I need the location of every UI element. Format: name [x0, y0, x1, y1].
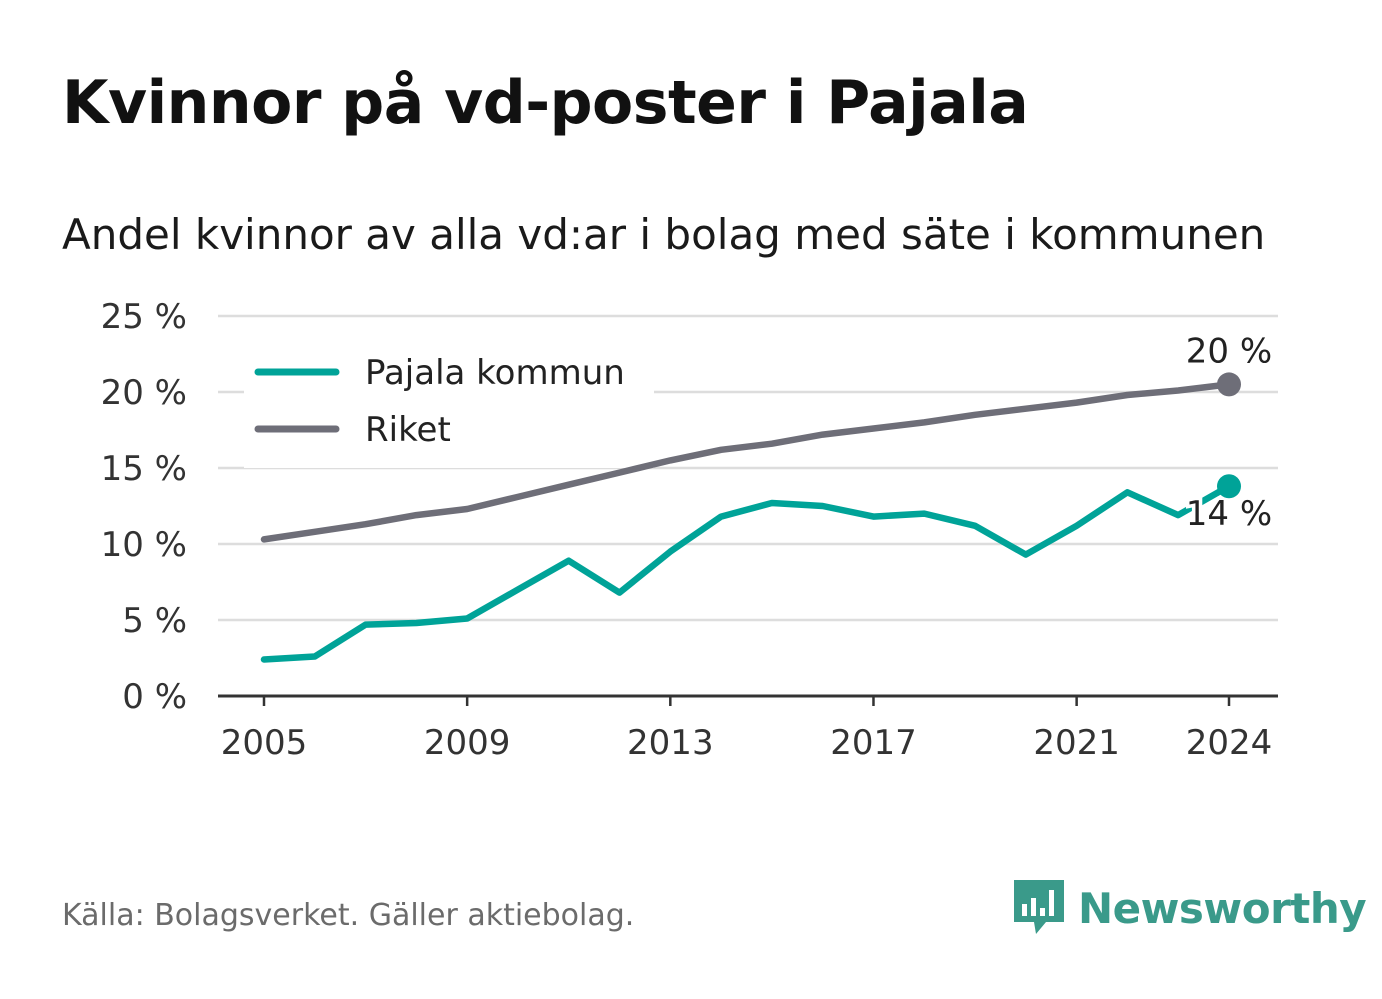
y-tick-label: 5 % — [122, 601, 187, 641]
pajala-end-label: 14 % — [1186, 494, 1272, 534]
x-tick-label: 2005 — [221, 723, 308, 763]
y-tick-label: 0 % — [122, 677, 187, 717]
legend-label-riket: Riket — [365, 410, 451, 450]
series-line-riket — [260, 381, 1233, 543]
riket-end-marker — [1217, 372, 1241, 397]
y-tick-label: 25 % — [101, 297, 187, 337]
x-tick-label: 2009 — [424, 723, 511, 763]
y-tick-label: 15 % — [101, 449, 187, 489]
x-tick-label: 2024 — [1186, 723, 1273, 763]
legend-label-pajala: Pajala kommun — [365, 353, 625, 393]
pajala-end-marker — [1217, 474, 1241, 499]
brand-logo: Newsworthy — [1012, 878, 1367, 938]
x-tick-label: 2021 — [1033, 723, 1120, 763]
line-chart: 0 % 5 % 10 % 15 % 20 % 25 % 2005 2009 2013 2017 20… — [101, 297, 1278, 763]
x-tick-label: 2017 — [830, 723, 917, 763]
newsworthy-logo-icon — [1014, 880, 1064, 934]
series-line-pajala — [260, 482, 1233, 663]
y-tick-label: 10 % — [101, 525, 187, 565]
y-tick-label: 20 % — [101, 373, 187, 413]
chart-subtitle: Andel kvinnor av alla vd:ar i bolag med … — [62, 210, 1266, 259]
chart-title: Kvinnor på vd-poster i Pajala — [62, 68, 1029, 138]
source-note: Källa: Bolagsverket. Gäller aktiebolag. — [62, 898, 635, 933]
riket-end-label: 20 % — [1186, 331, 1272, 371]
brand-name: Newsworthy — [1078, 883, 1367, 933]
legend-background — [244, 340, 654, 468]
x-tick-label: 2013 — [627, 723, 714, 763]
